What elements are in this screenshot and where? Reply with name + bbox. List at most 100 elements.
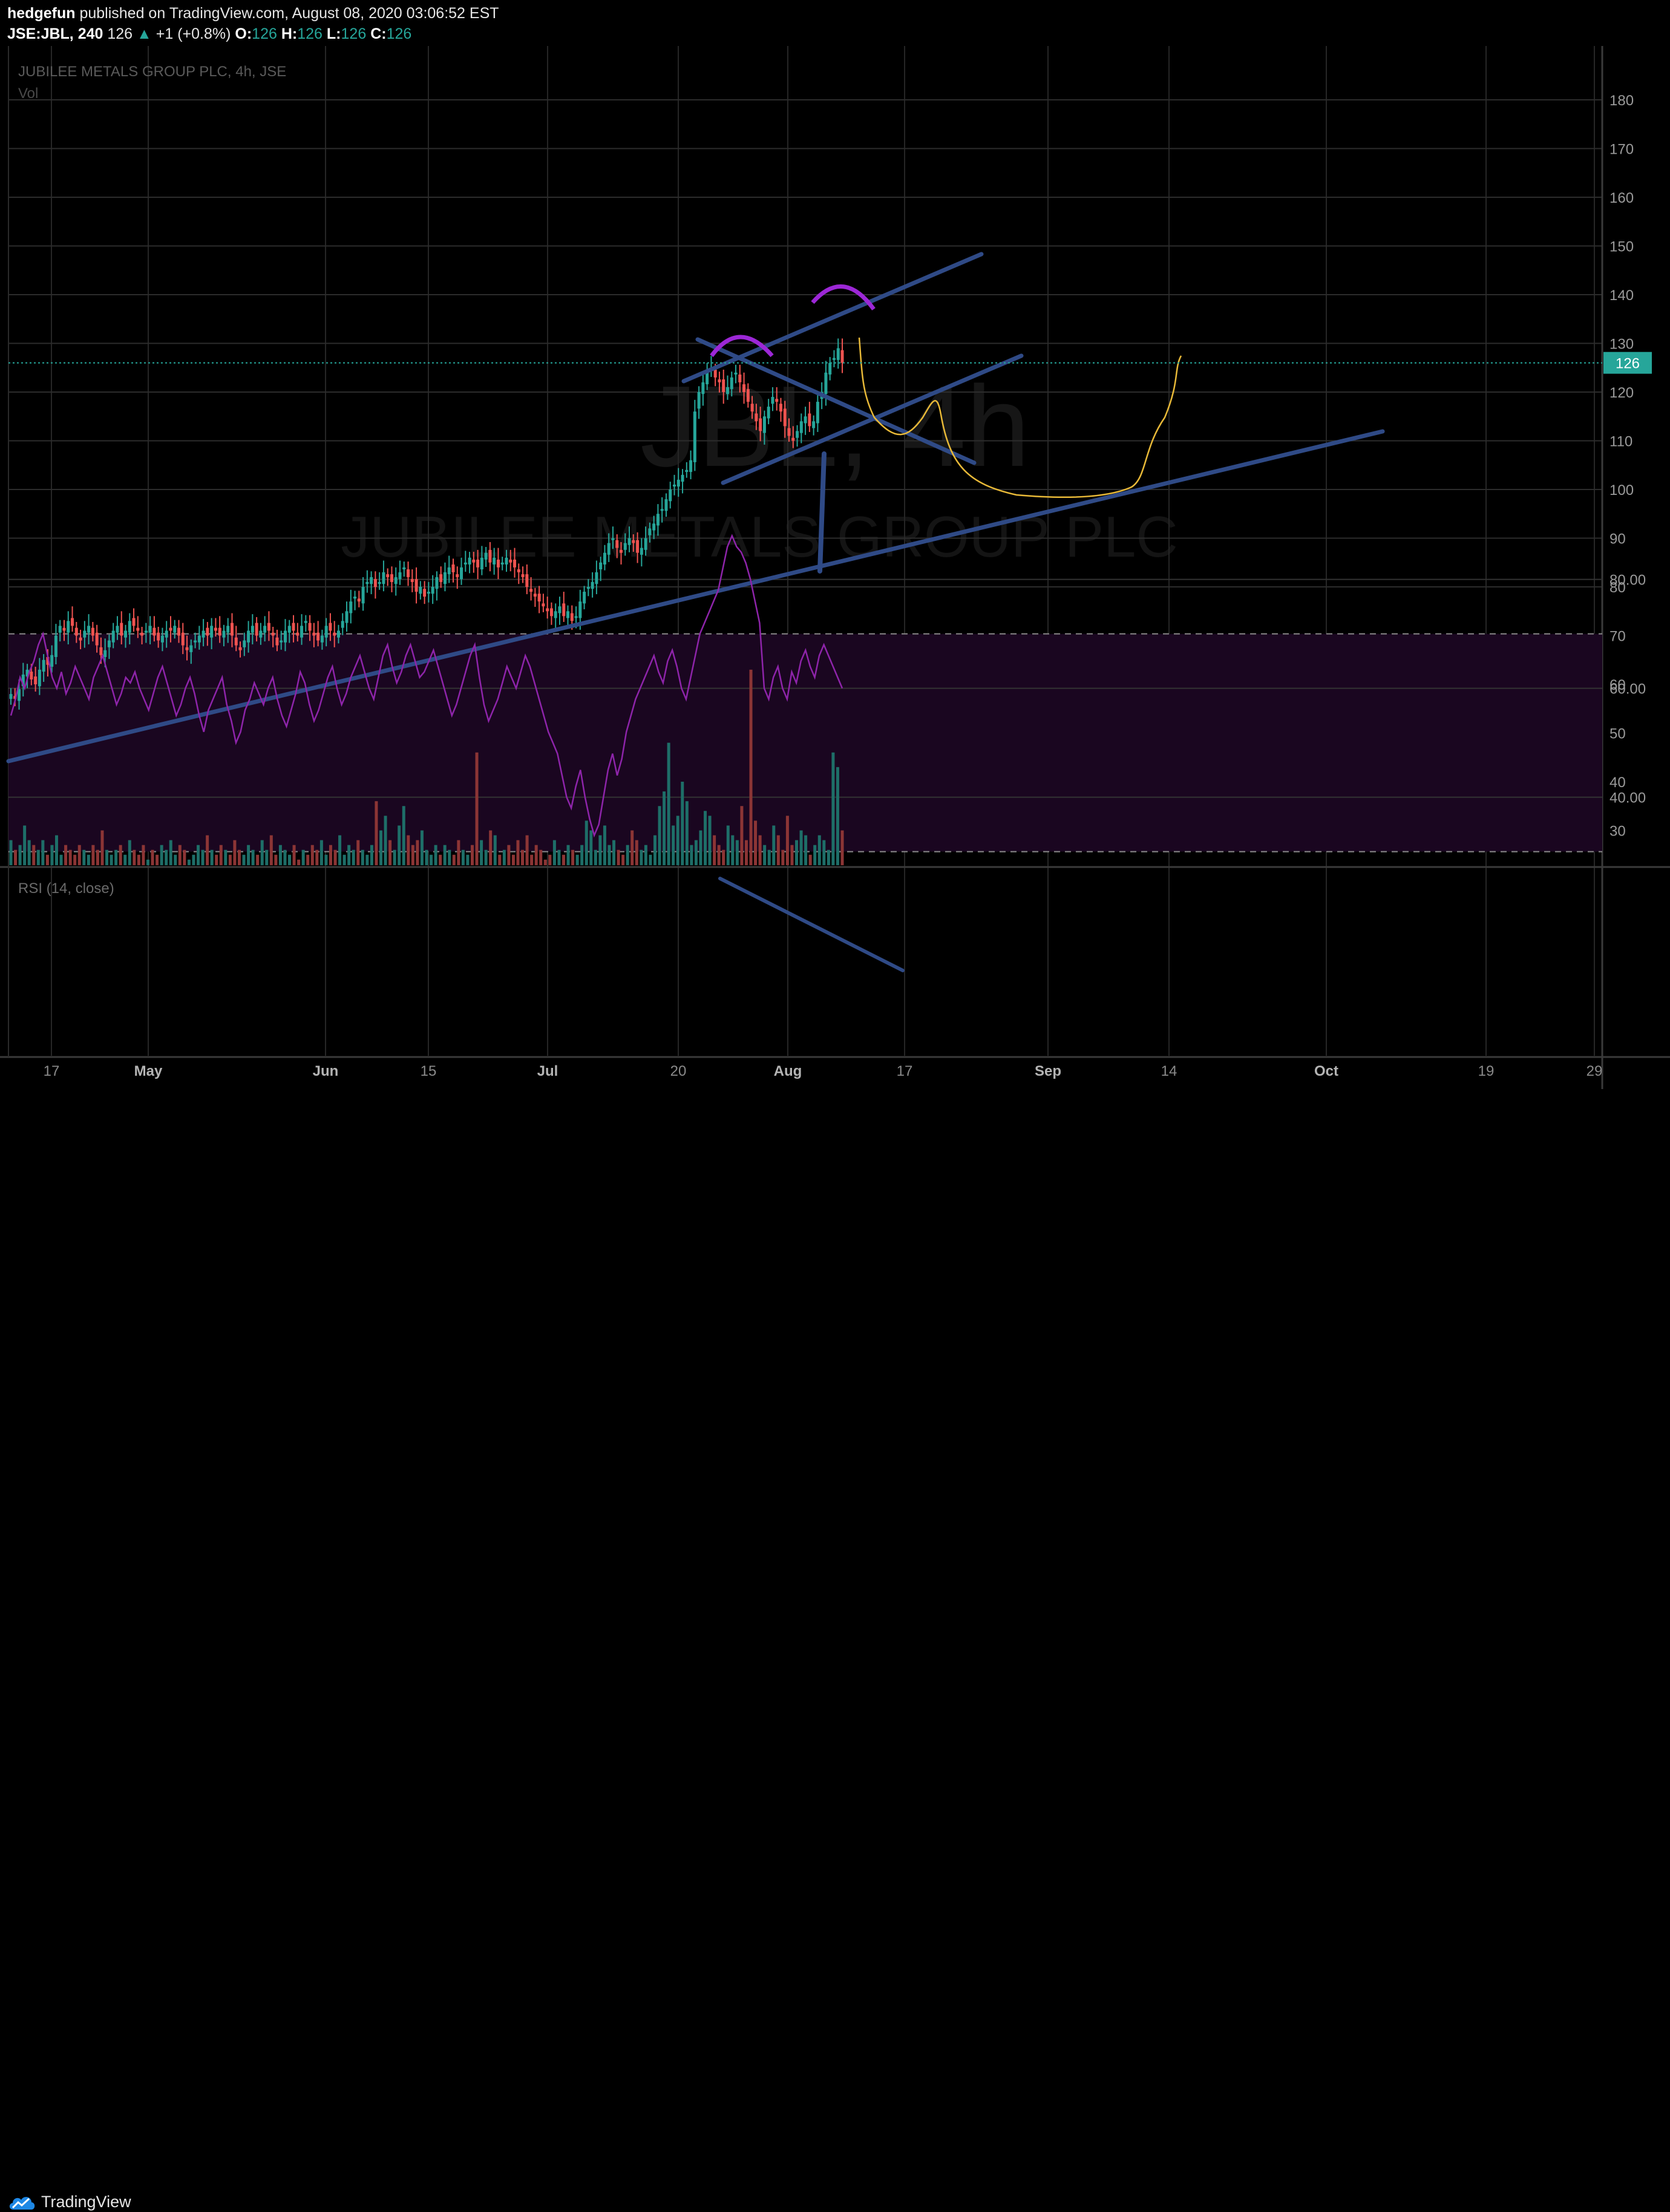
volume-bar	[110, 854, 113, 865]
volume-bar	[466, 854, 470, 865]
candle-body	[533, 594, 537, 597]
candle-body	[21, 674, 25, 687]
candle-body	[197, 635, 201, 643]
candle-body	[34, 676, 38, 684]
axes: 30 40 50 60 70 80 90 100 110 120 130 140 150 160 170 18…	[8, 93, 1652, 1079]
tradingview-logo[interactable]: TradingView	[7, 2191, 131, 2212]
candle-body	[611, 538, 615, 540]
volume-bar	[183, 849, 186, 865]
candle-body	[431, 587, 434, 594]
volume-bar	[265, 849, 269, 865]
volume-bar	[785, 816, 789, 865]
candle-body	[185, 647, 189, 650]
volume-bar	[146, 859, 149, 865]
candle-body	[599, 562, 603, 570]
volume-bar	[288, 854, 292, 865]
candle-body	[542, 603, 545, 607]
candle-body	[160, 635, 164, 643]
volume-bar	[831, 752, 835, 865]
price-tick-label: 140	[1609, 287, 1634, 304]
watermark-name: JUBILEE METALS GROUP PLC	[341, 505, 1178, 569]
candle-body	[378, 581, 381, 584]
volume-bar	[612, 840, 616, 865]
candle-body	[460, 567, 463, 580]
candle-body	[267, 623, 270, 631]
volume-bar	[165, 849, 168, 865]
volume-bar	[45, 854, 49, 865]
candle-body	[644, 538, 647, 550]
candle-body	[382, 572, 385, 584]
volume-bar	[749, 669, 753, 865]
candle-body	[111, 630, 115, 643]
candle-body	[136, 627, 140, 631]
volume-bar	[411, 845, 414, 865]
volume-bar	[228, 854, 232, 865]
rsi-band	[8, 633, 1602, 852]
candle-body	[435, 577, 439, 589]
candle-body	[562, 603, 566, 617]
volume-bar	[726, 825, 730, 865]
candle-body	[250, 626, 254, 633]
volume-bar	[68, 849, 72, 865]
symbol-interval[interactable]: JSE:JBL, 240	[7, 25, 103, 42]
candle-body	[181, 632, 185, 646]
volume-bar	[333, 849, 337, 865]
volume-bar	[672, 825, 675, 865]
candle-body	[300, 626, 304, 638]
volume-bar	[685, 801, 689, 865]
drawings[interactable]	[6, 252, 1385, 972]
candle-body	[79, 637, 82, 641]
volume-bar	[32, 845, 36, 865]
author-name[interactable]: hedgefun	[7, 5, 76, 22]
price-chart[interactable]: JBL, 4h JUBILEE METALS GROUP PLC 30 40 50 6…	[0, 0, 1670, 1089]
volume-legend: Vol	[18, 85, 38, 102]
date-tick-label: May	[134, 1063, 163, 1079]
candle-body	[701, 382, 705, 394]
candle-body	[152, 627, 156, 636]
volume-bar	[142, 845, 145, 865]
volume-bar	[744, 840, 748, 865]
open-value: 126	[252, 25, 277, 42]
volume-bar	[73, 854, 77, 865]
rsi-legend: RSI (14, close)	[18, 880, 114, 897]
volume-bar	[197, 845, 200, 865]
price-tick-label: 50	[1609, 726, 1626, 742]
candle-body	[341, 621, 344, 628]
volume-bar	[827, 849, 830, 865]
candle-body	[50, 655, 54, 667]
volume-bar	[617, 849, 620, 865]
candle-body	[247, 630, 250, 643]
candle-body	[652, 523, 656, 531]
price-tick-label: 150	[1609, 239, 1634, 255]
volume-bar	[525, 835, 529, 865]
volume-bar	[580, 845, 584, 865]
trendline	[718, 877, 905, 972]
price-tick-label: 60	[1609, 677, 1626, 693]
candle-body	[414, 579, 418, 592]
date-tick-label: 17	[897, 1063, 913, 1079]
volume-bar	[790, 845, 794, 865]
price-tick-label: 120	[1609, 385, 1634, 401]
candle-body	[210, 626, 214, 638]
candle-body	[255, 623, 258, 636]
candle-body	[672, 484, 676, 487]
volume-bar	[54, 835, 58, 865]
volume-bar	[91, 845, 95, 865]
candle-body	[349, 601, 353, 614]
candle-body	[345, 611, 349, 623]
volume-bar	[640, 849, 643, 865]
volume-bar	[224, 849, 228, 865]
date-tick-label: 17	[44, 1063, 60, 1079]
candle-body	[165, 630, 168, 638]
candle-body	[595, 572, 598, 584]
volume-bar	[59, 854, 63, 865]
arc-left-shoulder	[710, 335, 774, 358]
candle-body	[275, 637, 279, 646]
candle-body	[755, 413, 758, 422]
candle-body	[656, 514, 660, 526]
candle-body	[263, 626, 267, 633]
volume-bar	[283, 849, 287, 865]
candle-body	[463, 562, 467, 564]
volume-bar	[776, 835, 780, 865]
candle-body	[472, 559, 476, 563]
